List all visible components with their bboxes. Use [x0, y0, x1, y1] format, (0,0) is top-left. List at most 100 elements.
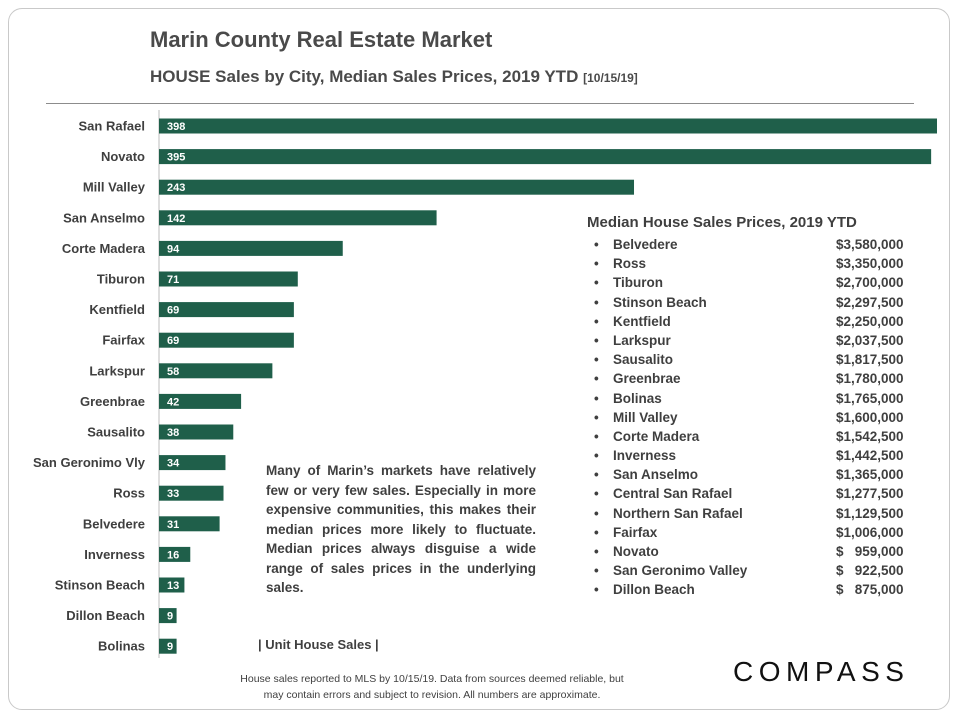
median-price: $2,297,500 — [836, 294, 904, 310]
compass-logo: COMPASS — [733, 656, 910, 687]
value-label: 42 — [167, 396, 179, 408]
bullet-icon: • — [594, 428, 599, 444]
value-label: 69 — [167, 335, 179, 347]
bullet-icon: • — [594, 409, 599, 425]
city-name: Ross — [613, 256, 647, 272]
value-label: 71 — [167, 274, 179, 286]
bar — [159, 393, 242, 409]
median-price: $1,780,000 — [836, 371, 904, 387]
price-row: • Ross $3,350,000 — [594, 254, 916, 273]
median-price: $2,700,000 — [836, 275, 904, 291]
category-label: San Anselmo — [63, 210, 145, 225]
median-price: $3,580,000 — [836, 237, 904, 252]
city-name: Belvedere — [613, 237, 678, 252]
bullet-icon: • — [594, 486, 599, 502]
bar — [159, 118, 937, 134]
city-name: Fairfax — [613, 524, 658, 540]
city-name: Northern San Rafael — [613, 505, 743, 521]
median-prices-list: • Belvedere $3,580,000 • Ross $3,350,000 • Tibu… — [594, 235, 916, 600]
bar — [159, 608, 177, 624]
page-subtitle: HOUSE Sales by City, Median Sales Prices… — [150, 67, 638, 87]
bar — [159, 546, 191, 562]
category-label: Greenbrae — [80, 394, 145, 409]
bar — [159, 149, 932, 165]
bar — [159, 363, 273, 379]
bar — [159, 179, 635, 195]
city-name: Larkspur — [613, 332, 671, 348]
city-name: San Geronimo Valley — [613, 563, 748, 579]
bar — [159, 577, 185, 593]
bullet-icon: • — [594, 275, 599, 291]
price-row: • Larkspur $2,037,500 — [594, 331, 916, 350]
value-label: 13 — [167, 580, 179, 592]
value-label: 142 — [167, 213, 185, 225]
price-row: • Greenbrae $1,780,000 — [594, 369, 916, 388]
slide-frame — [8, 8, 950, 710]
category-label: Dillon Beach — [66, 608, 145, 623]
median-price: $1,542,500 — [836, 428, 904, 444]
subtitle-date: [10/15/19] — [583, 71, 638, 85]
bullet-icon: • — [594, 467, 599, 483]
bar — [159, 302, 294, 318]
value-label: 395 — [167, 152, 185, 164]
median-price: $1,442,500 — [836, 448, 904, 464]
bar — [159, 638, 177, 654]
category-label: Inverness — [84, 547, 145, 562]
price-row: • Fairfax $1,006,000 — [594, 523, 916, 542]
bullet-icon: • — [594, 313, 599, 329]
median-price: $1,006,000 — [836, 524, 904, 540]
category-label: Fairfax — [102, 333, 145, 348]
category-label: Sausalito — [87, 425, 145, 440]
value-label: 9 — [167, 641, 173, 653]
market-note: Many of Marin’s markets have relatively … — [266, 463, 536, 595]
bullet-icon: • — [594, 256, 599, 272]
bullet-icon: • — [594, 390, 599, 406]
price-row: • Mill Valley $1,600,000 — [594, 408, 916, 427]
city-name: Sausalito — [613, 352, 674, 368]
footer-disclaimer: House sales reported to MLS by 10/15/19.… — [200, 671, 664, 703]
median-price: $2,037,500 — [836, 332, 904, 348]
price-row: • Bolinas $1,765,000 — [594, 389, 916, 408]
value-label: 34 — [167, 458, 180, 470]
median-prices-title: Median House Sales Prices, 2019 YTD — [587, 214, 857, 231]
city-name: Kentfield — [613, 313, 671, 329]
bullet-icon: • — [594, 544, 599, 559]
median-price: $1,765,000 — [836, 390, 904, 406]
bullet-icon: • — [594, 524, 599, 540]
bullet-icon: • — [594, 582, 599, 598]
category-label: Larkspur — [89, 363, 145, 378]
category-label: Corte Madera — [62, 241, 146, 256]
bar — [159, 210, 437, 226]
median-price: $2,250,000 — [836, 313, 904, 329]
bar — [159, 516, 220, 532]
price-row: • Novato $ 959,000 — [594, 542, 916, 561]
median-price: $ 922,500 — [836, 563, 904, 579]
city-name: Stinson Beach — [613, 294, 707, 310]
price-row: • Kentfield $2,250,000 — [594, 312, 916, 331]
median-price: $1,129,500 — [836, 505, 904, 521]
subtitle-text: HOUSE Sales by City, Median Sales Prices… — [150, 67, 579, 86]
bar — [159, 332, 294, 348]
city-name: Novato — [613, 544, 659, 559]
price-row: • San Geronimo Valley $ 922,500 — [594, 561, 916, 580]
city-name: Bolinas — [613, 390, 662, 406]
median-price: $ 875,000 — [836, 582, 904, 598]
median-price: $1,277,500 — [836, 486, 904, 502]
bullet-icon: • — [594, 505, 599, 521]
value-label: 9 — [167, 611, 173, 623]
price-row: • Central San Rafael $1,277,500 — [594, 484, 916, 503]
category-label: San Rafael — [79, 119, 145, 134]
price-row: • Tiburon $2,700,000 — [594, 273, 916, 292]
median-price: $1,817,500 — [836, 352, 904, 368]
value-label: 16 — [167, 549, 179, 561]
value-label: 69 — [167, 305, 179, 317]
bar — [159, 240, 343, 256]
city-name: Dillon Beach — [613, 582, 695, 598]
category-label: Tiburon — [97, 272, 145, 287]
bar — [159, 455, 226, 471]
price-row: • Belvedere $3,580,000 — [594, 235, 916, 254]
city-name: San Anselmo — [613, 467, 699, 483]
value-label: 31 — [167, 519, 179, 531]
bullet-icon: • — [594, 237, 599, 252]
